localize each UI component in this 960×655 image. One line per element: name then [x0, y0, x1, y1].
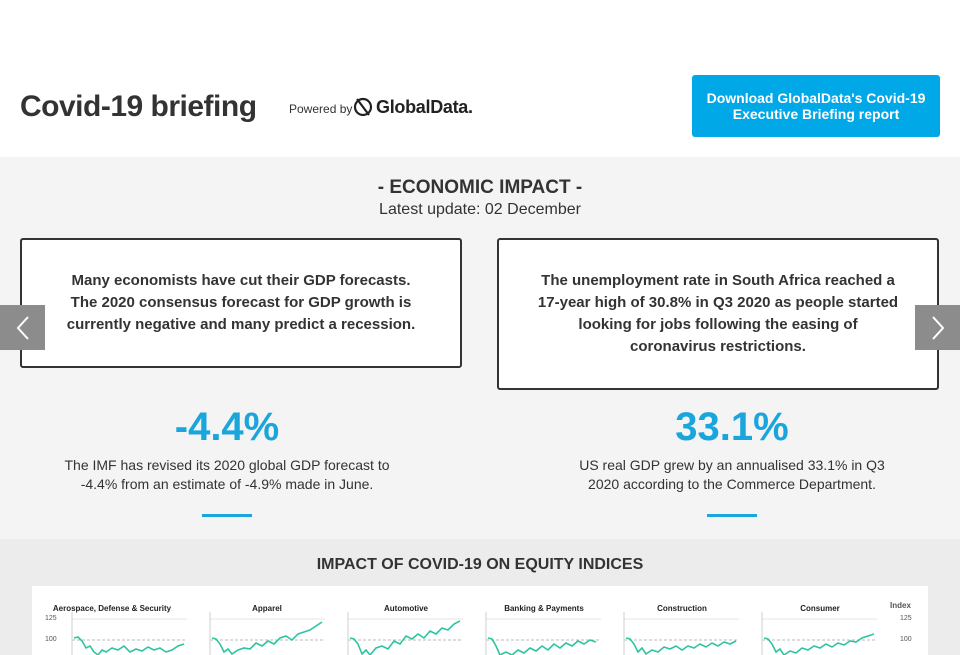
y-tick: 100: [900, 636, 912, 643]
globaldata-logo[interactable]: GlobalData.: [353, 94, 473, 120]
index-label: Index: [890, 601, 911, 610]
economic-impact-section: - ECONOMIC IMPACT - Latest update: 02 De…: [0, 157, 960, 539]
stat-underline: [707, 514, 757, 517]
y-tick: 100: [45, 636, 57, 643]
section-subtitle: Latest update: 02 December: [379, 201, 581, 218]
stat-description: US real GDP grew by an annualised 33.1% …: [579, 457, 885, 492]
chevron-right-icon: [931, 315, 944, 340]
panel-title: Automotive: [384, 604, 428, 613]
panel-title: Aerospace, Defense & Security: [52, 604, 172, 613]
header: Covid-19 briefing Powered by GlobalData.…: [0, 0, 960, 157]
y-tick: 125: [900, 615, 912, 622]
download-button-line1: Download GlobalData's Covid-19: [706, 90, 926, 106]
panel-title: Banking & Payments: [504, 604, 584, 613]
globaldata-logo-icon: [353, 97, 373, 117]
carousel-next-button[interactable]: [915, 305, 960, 350]
equity-section-title: IMPACT OF COVID-19 ON EQUITY INDICES: [316, 556, 644, 573]
equity-lines: [71, 612, 877, 655]
info-card: Many economists have cut their GDP forec…: [20, 238, 462, 368]
chevron-left-icon: [16, 315, 29, 340]
download-button-line2: Executive Briefing report: [732, 106, 900, 122]
stat-underline: [202, 514, 252, 517]
y-tick: 125: [45, 615, 57, 622]
info-card-text: Many economists have cut their GDP forec…: [66, 272, 416, 333]
stat-block: 33.1% US real GDP grew by an annualised …: [562, 404, 902, 517]
stat-value: -4.4%: [174, 405, 280, 449]
stat-block: -4.4% The IMF has revised its 2020 globa…: [57, 404, 397, 517]
carousel-prev-button[interactable]: [0, 305, 45, 350]
panel-title: Apparel: [252, 604, 282, 613]
info-card: The unemployment rate in South Africa re…: [497, 238, 939, 390]
panel-title: Construction: [657, 604, 707, 613]
stat-value: 33.1%: [675, 405, 789, 449]
download-briefing-button[interactable]: Download GlobalData's Covid-19 Executive…: [692, 75, 940, 137]
globaldata-logo-text: GlobalData.: [376, 96, 473, 117]
stat-description: The IMF has revised its 2020 global GDP …: [64, 457, 390, 492]
panel-title: Consumer: [800, 604, 840, 613]
info-card-text: The unemployment rate in South Africa re…: [537, 272, 899, 355]
powered-by-label: Powered by: [289, 102, 353, 116]
page-title: Covid-19 briefing: [20, 90, 257, 123]
section-title: - ECONOMIC IMPACT -: [377, 177, 583, 198]
equity-indices-chart: Aerospace, Defense & Security Apparel Au…: [32, 586, 928, 655]
equity-indices-section: IMPACT OF COVID-19 ON EQUITY INDICES Aer…: [0, 539, 960, 655]
